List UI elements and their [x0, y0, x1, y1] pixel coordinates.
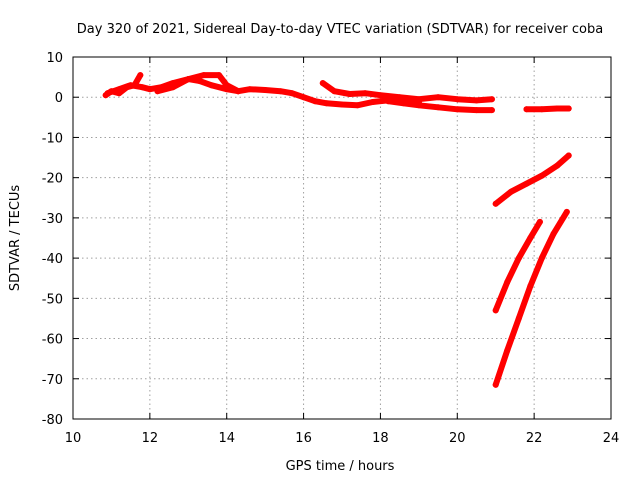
data-point [396, 94, 403, 101]
chart-title: Day 320 of 2021, Sidereal Day-to-day VTE… [77, 22, 603, 37]
data-point [538, 106, 545, 113]
data-point [346, 91, 353, 97]
y-tick-label: -70 [42, 373, 63, 388]
data-point [223, 82, 230, 89]
axis-ticks [72, 56, 612, 420]
data-point [185, 76, 192, 83]
data-point [415, 96, 422, 103]
grid-lines [73, 57, 611, 419]
data-point [277, 88, 284, 95]
data-point [319, 80, 326, 87]
data-point [538, 255, 545, 262]
series-line-8 [492, 218, 543, 314]
data-point [473, 107, 480, 114]
data-point [154, 88, 161, 95]
data-point [331, 88, 338, 95]
data-point [362, 90, 369, 97]
y-tick-labels: 10 0 -10 -20 -30 -40 -50 -60 -70 -80 [42, 51, 63, 428]
y-tick-label: -30 [42, 212, 63, 227]
data-point [515, 255, 522, 262]
data-point [523, 180, 530, 187]
data-point [208, 82, 215, 89]
data-point [488, 107, 495, 114]
series-line-6 [523, 105, 572, 113]
data-series [102, 72, 572, 388]
data-point [492, 307, 499, 314]
data-point [385, 98, 392, 105]
data-point [235, 88, 242, 95]
data-point [200, 72, 207, 79]
data-point [377, 92, 384, 99]
data-point [246, 86, 253, 93]
y-tick-label: -50 [42, 292, 63, 307]
y-tick-label: -20 [42, 172, 63, 187]
data-point [565, 152, 572, 159]
data-point [435, 104, 442, 111]
y-tick-label: 0 [55, 91, 63, 106]
x-tick-label: 14 [218, 431, 235, 446]
data-point [565, 105, 572, 112]
y-tick-label: -80 [42, 413, 63, 428]
y-tick-label: -40 [42, 252, 63, 267]
data-point [339, 101, 345, 108]
data-point [492, 381, 499, 388]
data-point [435, 94, 442, 101]
x-axis-label: GPS time / hours [286, 459, 395, 474]
data-point [116, 86, 123, 93]
y-tick-label: -10 [42, 131, 63, 146]
x-tick-label: 16 [295, 431, 312, 446]
data-point [473, 97, 480, 104]
x-tick-label: 12 [142, 431, 159, 446]
data-point [127, 82, 134, 89]
data-point [504, 347, 511, 354]
data-point [454, 96, 461, 103]
data-point [554, 105, 561, 112]
data-point [289, 90, 295, 97]
data-point [454, 106, 461, 113]
data-point [554, 162, 561, 169]
y-tick-label: 10 [46, 51, 63, 66]
data-point [216, 72, 222, 79]
data-point [262, 87, 269, 93]
data-point [504, 279, 511, 286]
data-point [415, 102, 422, 109]
x-tick-labels: 10 12 14 16 18 20 22 24 [65, 431, 620, 446]
data-point [146, 86, 153, 93]
data-point [508, 188, 515, 195]
plot-frame [72, 56, 612, 420]
data-point [139, 84, 146, 91]
x-tick-label: 18 [372, 431, 389, 446]
data-point [550, 231, 557, 237]
data-point [137, 72, 144, 79]
x-tick-label: 10 [65, 431, 82, 446]
data-point [563, 208, 570, 215]
data-point [527, 235, 534, 241]
x-tick-label: 20 [449, 431, 466, 446]
x-tick-label: 22 [526, 431, 543, 446]
data-point [538, 172, 545, 179]
data-point [300, 94, 307, 101]
data-point [523, 106, 530, 113]
y-tick-label: -60 [42, 333, 63, 348]
data-point [488, 96, 495, 103]
data-point [312, 98, 319, 105]
x-tick-label: 24 [603, 431, 620, 446]
data-point [400, 100, 407, 107]
data-point [515, 315, 522, 322]
data-point [354, 102, 361, 109]
data-point [104, 90, 111, 97]
data-point [323, 100, 330, 107]
y-axis-label: SDTVAR / TECUs [8, 185, 23, 292]
data-point [169, 84, 176, 91]
data-point [527, 283, 534, 290]
data-point [536, 218, 543, 225]
data-point [492, 200, 499, 207]
data-point [369, 99, 376, 105]
